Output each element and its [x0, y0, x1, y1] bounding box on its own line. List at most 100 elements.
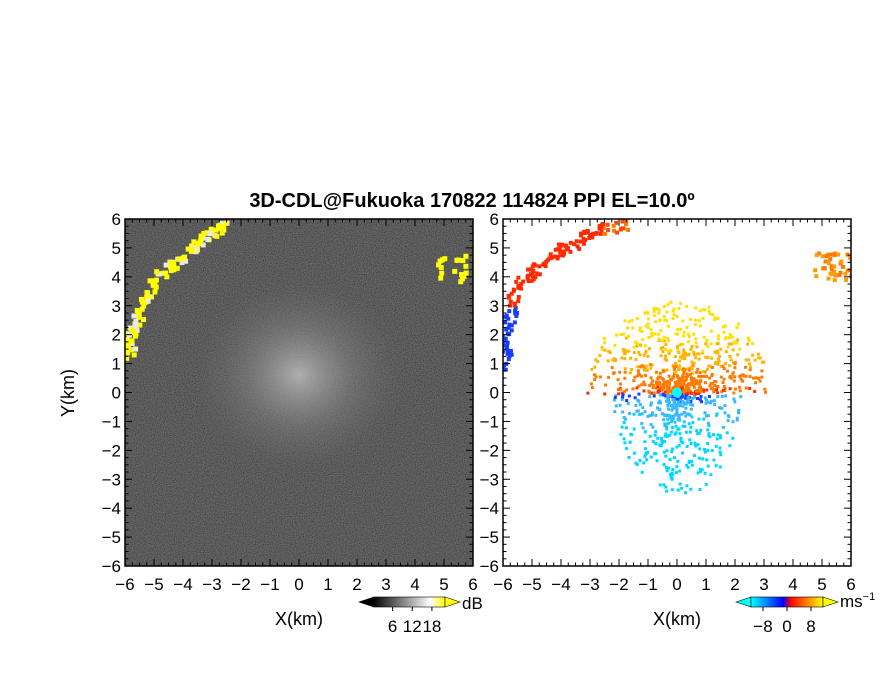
x-tick-label: −5 — [144, 575, 163, 594]
velocity-cell — [681, 400, 685, 404]
velocity-cell — [665, 319, 669, 323]
velocity-cell — [699, 428, 703, 432]
velocity-cell — [723, 324, 727, 328]
velocity-cell — [667, 339, 671, 343]
velocity-cell — [651, 425, 655, 429]
velocity-cell — [665, 368, 669, 372]
velocity-cell — [703, 450, 707, 454]
velocity-cell — [699, 394, 703, 398]
velocity-cell — [671, 415, 675, 419]
velocity-cell — [657, 337, 661, 341]
velocity-cell — [719, 436, 723, 440]
x-tick-label: −2 — [231, 575, 250, 594]
velocity-cell — [697, 417, 701, 421]
velocity-cell — [662, 339, 666, 343]
velocity-cell — [640, 383, 644, 387]
y-tick-label: −2 — [102, 441, 121, 460]
velocity-cell — [508, 348, 513, 353]
velocity-cell — [656, 332, 660, 336]
velocity-cell — [670, 488, 674, 492]
velocity-cell — [654, 320, 658, 324]
velocity-cell — [823, 259, 828, 264]
velocity-cell — [503, 367, 508, 372]
velocity-cell — [644, 364, 648, 368]
velocity-cell — [504, 327, 509, 332]
velocity-cell — [718, 450, 722, 454]
x-tick-label: 4 — [410, 575, 419, 594]
velocity-cell — [615, 230, 620, 235]
velocity-cell — [709, 387, 713, 391]
y-tick-label: −5 — [102, 528, 121, 547]
y-tick-label: −2 — [480, 441, 499, 460]
colorbar-tick-label: 18 — [422, 617, 441, 636]
velocity-cell — [690, 366, 694, 370]
velocity-cell — [612, 228, 617, 233]
velocity-cell — [694, 306, 698, 310]
velocity-cell — [690, 381, 694, 385]
velocity-cell — [690, 360, 694, 364]
velocity-cell — [687, 399, 691, 403]
velocity-cell — [662, 450, 666, 454]
velocity-cell — [506, 293, 511, 298]
y-tick-label: 4 — [112, 268, 121, 287]
velocity-cell — [706, 345, 710, 349]
velocity-cell — [638, 403, 642, 407]
velocity-cell — [663, 357, 667, 361]
velocity-cell — [632, 427, 636, 431]
velocity-cell — [637, 350, 641, 354]
velocity-cell — [618, 403, 622, 407]
velocity-cell — [535, 271, 540, 276]
velocity-cell — [704, 482, 708, 486]
velocity-cell — [734, 387, 737, 391]
velocity-cell — [663, 440, 667, 444]
y-axis-label: Y(km) — [58, 369, 78, 417]
velocity-cell — [526, 273, 531, 278]
velocity-cell — [684, 378, 688, 382]
velocity-cell — [730, 342, 734, 346]
velocity-cell — [659, 329, 663, 333]
velocity-cell — [724, 350, 728, 354]
velocity-cell — [698, 371, 702, 375]
echo-cell — [131, 352, 137, 358]
x-tick-label: −4 — [551, 575, 570, 594]
echo-cell — [133, 346, 139, 352]
velocity-cell — [624, 336, 628, 340]
velocity-cell — [689, 441, 693, 445]
echo-cell — [136, 312, 142, 318]
velocity-cell — [716, 395, 720, 399]
velocity-cell — [702, 417, 706, 421]
velocity-cell — [832, 251, 837, 256]
velocity-cell — [692, 379, 696, 383]
y-tick-label: 1 — [490, 355, 499, 374]
velocity-cell — [663, 393, 667, 397]
velocity-cell — [635, 386, 639, 390]
velocity-cell — [716, 362, 720, 366]
velocity-cell — [697, 319, 701, 323]
echo-cell — [436, 262, 442, 268]
velocity-cell — [622, 332, 626, 336]
velocity-cell — [638, 326, 642, 330]
velocity-cell — [622, 349, 626, 353]
velocity-cell — [537, 264, 542, 269]
echo-cell — [170, 263, 176, 269]
velocity-cell — [665, 449, 669, 453]
velocity-cell — [723, 403, 727, 407]
velocity-cell — [692, 385, 696, 389]
velocity-cell — [530, 264, 535, 269]
velocity-cell — [681, 451, 685, 455]
echo-cell — [221, 227, 227, 233]
velocity-cell — [623, 376, 627, 380]
velocity-cell — [623, 370, 627, 374]
velocity-cell — [706, 448, 710, 452]
velocity-cell — [637, 372, 641, 376]
velocity-cell — [620, 356, 624, 360]
velocity-cell — [671, 309, 675, 313]
velocity-cell — [632, 379, 636, 383]
velocity-cell — [648, 413, 652, 417]
velocity-cell — [544, 259, 549, 264]
velocity-cell — [603, 392, 607, 396]
velocity-cell — [689, 402, 693, 406]
velocity-cell — [669, 348, 673, 352]
velocity-cell — [744, 386, 748, 390]
velocity-cell — [739, 377, 743, 381]
